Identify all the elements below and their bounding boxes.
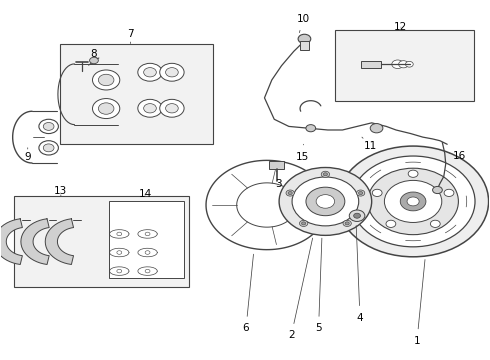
Circle shape bbox=[338, 146, 489, 257]
Circle shape bbox=[349, 210, 365, 221]
Polygon shape bbox=[0, 219, 23, 265]
Circle shape bbox=[43, 122, 54, 130]
Circle shape bbox=[117, 232, 122, 236]
Circle shape bbox=[368, 168, 459, 235]
Circle shape bbox=[166, 104, 178, 113]
Circle shape bbox=[144, 68, 156, 77]
Bar bbox=[335, 30, 474, 102]
Text: 7: 7 bbox=[127, 29, 134, 44]
Text: 14: 14 bbox=[139, 189, 152, 199]
Circle shape bbox=[117, 269, 122, 273]
Circle shape bbox=[400, 192, 426, 211]
Circle shape bbox=[160, 63, 184, 81]
Text: 8: 8 bbox=[91, 49, 98, 59]
Circle shape bbox=[372, 189, 382, 197]
Circle shape bbox=[306, 125, 316, 132]
Circle shape bbox=[166, 68, 178, 77]
Circle shape bbox=[292, 177, 359, 226]
Circle shape bbox=[351, 156, 475, 247]
Circle shape bbox=[138, 99, 162, 117]
Circle shape bbox=[299, 220, 308, 226]
Text: 3: 3 bbox=[275, 171, 281, 189]
Circle shape bbox=[444, 189, 454, 197]
Circle shape bbox=[39, 141, 58, 155]
Circle shape bbox=[433, 186, 442, 194]
Polygon shape bbox=[21, 219, 49, 265]
Circle shape bbox=[354, 213, 361, 218]
Circle shape bbox=[301, 222, 306, 225]
Circle shape bbox=[117, 251, 122, 254]
Circle shape bbox=[343, 220, 351, 226]
Bar bbox=[299, 41, 309, 50]
Circle shape bbox=[145, 232, 150, 236]
Text: 10: 10 bbox=[297, 14, 310, 33]
Circle shape bbox=[93, 70, 120, 90]
Circle shape bbox=[145, 251, 150, 254]
Text: 11: 11 bbox=[362, 137, 377, 151]
Text: 9: 9 bbox=[24, 148, 31, 162]
Circle shape bbox=[286, 190, 294, 196]
Bar bbox=[109, 202, 184, 278]
Text: 15: 15 bbox=[295, 144, 309, 162]
Circle shape bbox=[399, 61, 408, 68]
Circle shape bbox=[145, 269, 150, 273]
Circle shape bbox=[370, 123, 383, 133]
Circle shape bbox=[356, 190, 365, 196]
Circle shape bbox=[298, 34, 311, 44]
Circle shape bbox=[392, 60, 403, 68]
Text: 16: 16 bbox=[450, 151, 466, 161]
Circle shape bbox=[144, 104, 156, 113]
Text: 12: 12 bbox=[394, 22, 408, 32]
Circle shape bbox=[384, 180, 442, 222]
Circle shape bbox=[93, 99, 120, 118]
Circle shape bbox=[306, 187, 345, 216]
Circle shape bbox=[98, 103, 114, 114]
Circle shape bbox=[279, 167, 372, 235]
Circle shape bbox=[160, 99, 184, 117]
Circle shape bbox=[386, 220, 396, 228]
Circle shape bbox=[323, 173, 327, 176]
Circle shape bbox=[405, 62, 413, 67]
Circle shape bbox=[288, 192, 292, 194]
Bar bbox=[269, 161, 285, 168]
Bar bbox=[60, 44, 213, 144]
Circle shape bbox=[90, 57, 98, 64]
Text: 6: 6 bbox=[243, 254, 253, 333]
Circle shape bbox=[345, 222, 349, 225]
Circle shape bbox=[316, 195, 335, 208]
Bar bbox=[14, 196, 189, 287]
Circle shape bbox=[359, 192, 363, 194]
Text: 5: 5 bbox=[315, 238, 322, 333]
Text: 1: 1 bbox=[414, 260, 425, 346]
Text: 13: 13 bbox=[54, 186, 68, 196]
Polygon shape bbox=[45, 219, 74, 265]
Circle shape bbox=[430, 220, 440, 228]
Circle shape bbox=[98, 74, 114, 86]
Circle shape bbox=[43, 144, 54, 152]
Circle shape bbox=[407, 197, 419, 206]
Bar bbox=[361, 61, 381, 68]
Circle shape bbox=[138, 63, 162, 81]
Circle shape bbox=[39, 119, 58, 134]
Text: 2: 2 bbox=[288, 238, 313, 341]
Circle shape bbox=[321, 171, 330, 177]
Text: 4: 4 bbox=[356, 226, 363, 323]
Circle shape bbox=[408, 170, 418, 177]
